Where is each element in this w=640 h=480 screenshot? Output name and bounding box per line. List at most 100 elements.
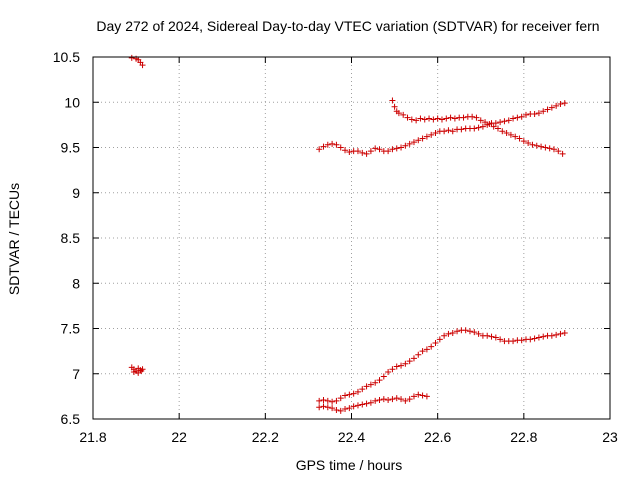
data-point — [548, 332, 555, 339]
data-point — [546, 145, 553, 152]
data-point — [469, 113, 476, 120]
data-point — [398, 144, 405, 151]
data-point — [346, 149, 353, 156]
data-point — [316, 404, 323, 411]
data-point — [540, 333, 547, 340]
data-point — [512, 133, 519, 140]
data-point — [505, 117, 512, 124]
data-points — [128, 54, 568, 414]
data-point — [324, 141, 331, 148]
data-point — [544, 106, 551, 113]
data-point — [419, 348, 426, 355]
y-axis-label: SDTVAR / TECUs — [6, 183, 22, 295]
data-point — [354, 402, 361, 409]
data-point — [316, 146, 323, 153]
data-point — [413, 117, 420, 124]
data-point — [398, 362, 405, 369]
data-point — [510, 115, 517, 122]
data-point — [499, 128, 506, 135]
data-point — [393, 363, 400, 370]
data-point — [460, 114, 467, 121]
y-tick-label: 8 — [72, 275, 80, 291]
data-point — [363, 150, 370, 157]
data-point — [475, 330, 482, 337]
data-point — [441, 128, 448, 135]
data-point — [337, 395, 344, 402]
data-point — [130, 368, 137, 375]
data-point — [389, 396, 396, 403]
data-point — [367, 148, 374, 155]
data-point — [535, 334, 542, 341]
series-arc-5 — [316, 327, 568, 405]
data-point — [550, 146, 557, 153]
chart-title: Day 272 of 2024, Sidereal Day-to-day VTE… — [96, 18, 599, 34]
data-point — [320, 403, 327, 410]
data-point — [494, 125, 501, 132]
data-point — [329, 140, 336, 147]
data-point — [393, 145, 400, 152]
y-tick-label: 9 — [72, 185, 80, 201]
data-point — [484, 332, 491, 339]
data-point — [417, 115, 424, 122]
data-point — [419, 135, 426, 142]
grid-lines — [93, 57, 610, 419]
data-point — [337, 144, 344, 151]
data-point — [477, 117, 484, 124]
data-point — [393, 395, 400, 402]
data-point — [376, 146, 383, 153]
data-point — [350, 403, 357, 410]
data-point — [389, 146, 396, 153]
data-point — [479, 123, 486, 130]
data-point — [451, 115, 458, 122]
data-point — [354, 148, 361, 155]
data-point — [421, 116, 428, 123]
data-point — [462, 327, 469, 334]
x-tick-label: 22.8 — [510, 429, 537, 445]
data-point — [492, 334, 499, 341]
data-point — [553, 331, 560, 338]
data-point — [533, 142, 540, 149]
data-point — [449, 330, 456, 337]
data-point — [402, 360, 409, 367]
x-tick-label: 23 — [602, 429, 618, 445]
data-point — [410, 393, 417, 400]
data-point — [507, 131, 514, 138]
data-point — [415, 391, 422, 398]
data-point — [428, 131, 435, 138]
data-point — [367, 399, 374, 406]
data-point — [486, 120, 493, 127]
data-point — [518, 113, 525, 120]
data-point — [359, 386, 366, 393]
series-arc-2 — [128, 364, 146, 376]
data-point — [419, 392, 426, 399]
data-point — [516, 135, 523, 142]
data-point — [501, 118, 508, 125]
data-point — [406, 396, 413, 403]
data-point — [553, 102, 560, 109]
data-point — [438, 116, 445, 123]
data-point — [408, 116, 415, 123]
data-point — [561, 330, 568, 337]
y-tick-label: 10.5 — [53, 49, 80, 65]
data-point — [337, 407, 344, 414]
data-point — [324, 397, 331, 404]
data-point — [139, 62, 146, 69]
data-point — [520, 138, 527, 145]
data-point — [423, 133, 430, 140]
data-point — [430, 116, 437, 123]
data-point — [385, 148, 392, 155]
y-tick-label: 7.5 — [61, 321, 81, 337]
data-point — [380, 373, 387, 380]
data-point — [510, 338, 517, 345]
data-point — [432, 130, 439, 137]
x-tick-label: 22 — [171, 429, 187, 445]
data-point — [488, 333, 495, 340]
data-point — [415, 137, 422, 144]
data-point — [522, 111, 529, 118]
data-point — [426, 115, 433, 122]
data-point — [557, 101, 564, 108]
data-point — [376, 377, 383, 384]
data-point — [346, 391, 353, 398]
y-tick-label: 8.5 — [61, 230, 81, 246]
data-point — [333, 406, 340, 413]
